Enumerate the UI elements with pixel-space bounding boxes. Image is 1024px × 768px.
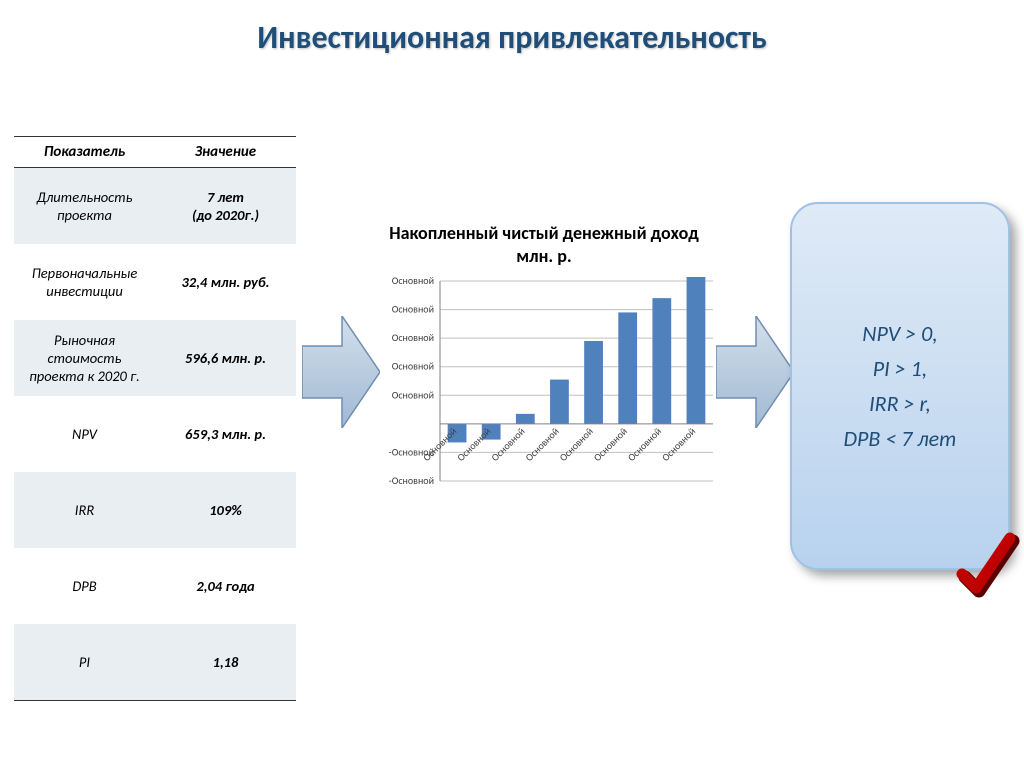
table-cell-label: DPB bbox=[14, 573, 155, 599]
table-row: Первоначальные инвестиции32,4 млн. руб. bbox=[14, 244, 296, 320]
svg-text:Основной: Основной bbox=[522, 425, 561, 464]
table-cell-label: NPV bbox=[14, 421, 155, 447]
table-row: Рыночная стоимость проекта к 2020 г.596,… bbox=[14, 320, 296, 396]
svg-text:Основной: Основной bbox=[591, 425, 630, 464]
svg-text:Основной: Основной bbox=[392, 331, 434, 344]
table-cell-label: PI bbox=[14, 649, 155, 675]
arrow-2-icon bbox=[716, 316, 794, 428]
table-header-value: Значение bbox=[155, 137, 296, 167]
table-header-row: Показатель Значение bbox=[14, 137, 296, 168]
chart-region: Накопленный чистый денежный доход млн. р… bbox=[370, 222, 718, 537]
table-row: PI1,18 bbox=[14, 624, 296, 700]
table-cell-value: 596,6 млн. р. bbox=[155, 345, 296, 371]
checkmark-icon bbox=[950, 530, 1020, 610]
svg-text:-Основной: -Основной bbox=[389, 474, 434, 487]
table-cell-value: 2,04 года bbox=[155, 573, 296, 599]
table-cell-label: Длительность проекта bbox=[14, 184, 155, 228]
table-cell-label: Рыночная стоимость проекта к 2020 г. bbox=[14, 327, 155, 389]
svg-text:Основной: Основной bbox=[392, 359, 434, 372]
arrow-1-icon bbox=[302, 316, 380, 428]
bar-chart: ОсновнойОсновнойОсновнойОсновнойОсновной… bbox=[370, 277, 718, 537]
table-row: Длительность проекта7 лет(до 2020г.) bbox=[14, 168, 296, 244]
svg-text:Основной: Основной bbox=[392, 388, 434, 401]
table-cell-value: 659,3 млн. р. bbox=[155, 421, 296, 447]
criteria-text: NPV > 0,PI > 1,IRR > r,DPB < 7 лет bbox=[843, 316, 956, 457]
table-row: IRR109% bbox=[14, 472, 296, 548]
svg-text:Основной: Основной bbox=[392, 302, 434, 315]
table-cell-value: 109% bbox=[155, 497, 296, 523]
chart-title: Накопленный чистый денежный доход млн. р… bbox=[370, 222, 718, 269]
metrics-table: Показатель Значение Длительность проекта… bbox=[14, 136, 296, 701]
svg-text:Основной: Основной bbox=[625, 425, 664, 464]
table-row: DPB2,04 года bbox=[14, 548, 296, 624]
table-row: NPV659,3 млн. р. bbox=[14, 396, 296, 472]
table-cell-value: 1,18 bbox=[155, 649, 296, 675]
criteria-callout: NPV > 0,PI > 1,IRR > r,DPB < 7 лет bbox=[790, 202, 1010, 570]
svg-text:Основной: Основной bbox=[392, 277, 434, 287]
page-title: Инвестиционная привлекательность bbox=[0, 18, 1024, 57]
table-cell-value: 32,4 млн. руб. bbox=[155, 269, 296, 295]
table-cell-value: 7 лет(до 2020г.) bbox=[155, 184, 296, 228]
table-header-indicator: Показатель bbox=[14, 137, 155, 167]
svg-text:Основной: Основной bbox=[659, 425, 698, 464]
svg-text:Основной: Основной bbox=[557, 425, 596, 464]
table-cell-label: IRR bbox=[14, 497, 155, 523]
table-cell-label: Первоначальные инвестиции bbox=[14, 260, 155, 304]
